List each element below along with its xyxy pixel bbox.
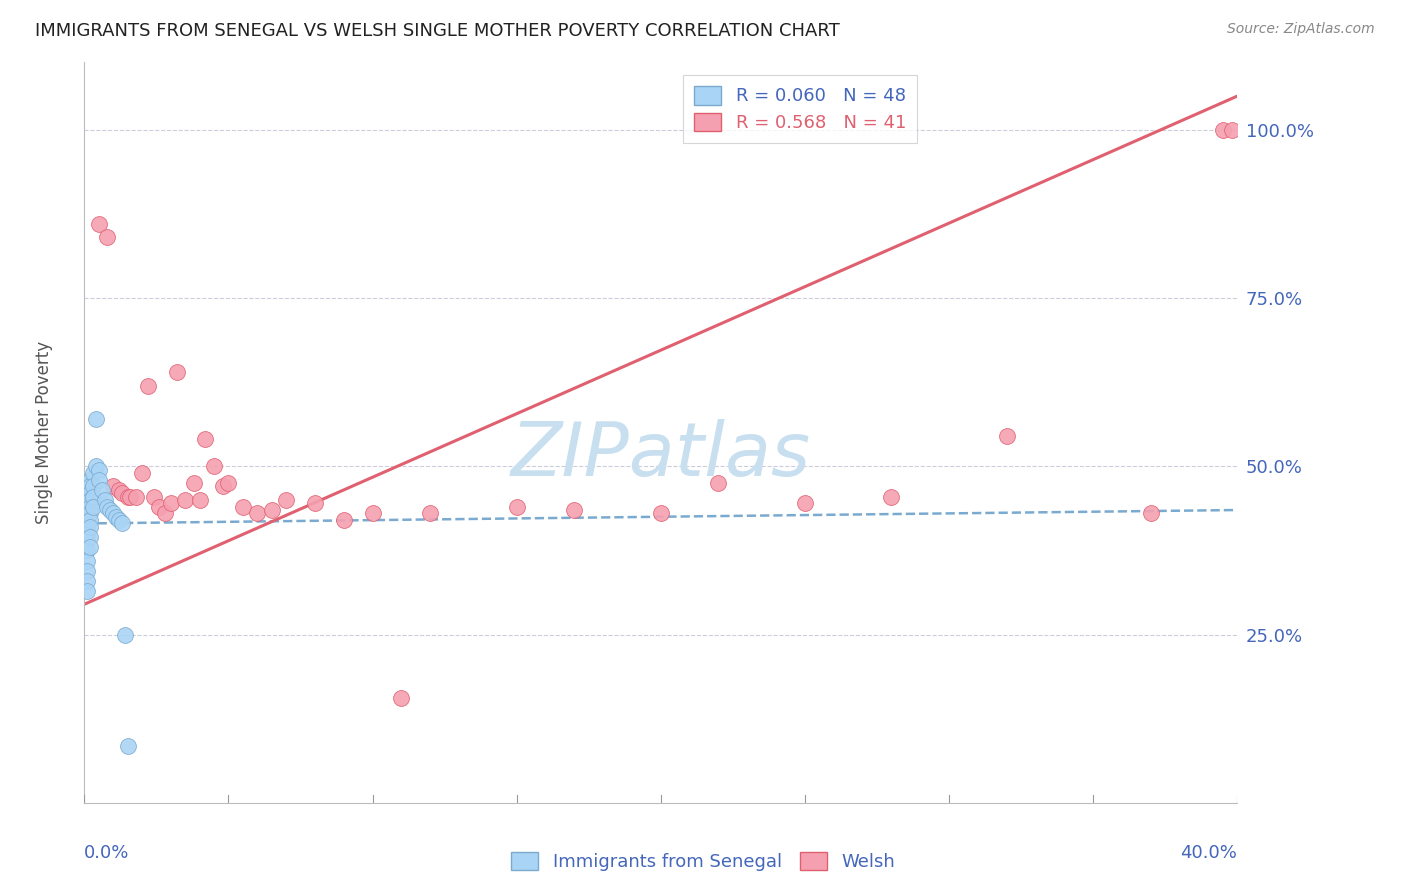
Point xyxy=(84,459,107,474)
Point xyxy=(76,492,98,507)
Text: 40.0%: 40.0% xyxy=(1181,844,1237,862)
Point xyxy=(114,627,136,641)
Point xyxy=(87,462,110,476)
Point xyxy=(103,479,124,493)
Point xyxy=(218,476,240,491)
Point xyxy=(202,459,225,474)
Point xyxy=(103,507,124,521)
Point xyxy=(166,365,188,379)
Text: Single Mother Poverty: Single Mother Poverty xyxy=(35,341,53,524)
Point xyxy=(76,574,98,588)
Point xyxy=(117,739,139,753)
Point xyxy=(93,492,115,507)
Point xyxy=(76,486,98,500)
Point xyxy=(76,490,98,504)
Point xyxy=(96,500,118,514)
Point xyxy=(79,479,101,493)
Point xyxy=(148,500,170,514)
Point xyxy=(125,490,148,504)
Point xyxy=(160,496,183,510)
Point xyxy=(79,513,101,527)
Point xyxy=(79,540,101,554)
Point xyxy=(361,507,384,521)
Point xyxy=(87,217,110,231)
Point xyxy=(82,490,104,504)
Point xyxy=(82,466,104,480)
Point xyxy=(880,490,903,504)
Point xyxy=(995,429,1018,443)
Point xyxy=(276,492,298,507)
Point xyxy=(76,526,98,541)
Point xyxy=(79,507,101,521)
Point xyxy=(76,496,98,510)
Text: Source: ZipAtlas.com: Source: ZipAtlas.com xyxy=(1227,22,1375,37)
Point xyxy=(76,583,98,598)
Point xyxy=(76,509,98,524)
Point xyxy=(194,433,217,447)
Point xyxy=(76,520,98,534)
Point xyxy=(794,496,817,510)
Point xyxy=(87,473,110,487)
Point xyxy=(105,509,128,524)
Point xyxy=(333,513,356,527)
Legend: R = 0.060   N = 48, R = 0.568   N = 41: R = 0.060 N = 48, R = 0.568 N = 41 xyxy=(683,75,917,143)
Point xyxy=(1220,122,1243,136)
Point xyxy=(76,503,98,517)
Point xyxy=(174,492,197,507)
Point xyxy=(120,490,142,504)
Point xyxy=(391,691,413,706)
Point xyxy=(111,516,134,531)
Point xyxy=(260,503,283,517)
Text: IMMIGRANTS FROM SENEGAL VS WELSH SINGLE MOTHER POVERTY CORRELATION CHART: IMMIGRANTS FROM SENEGAL VS WELSH SINGLE … xyxy=(35,22,839,40)
Point xyxy=(650,507,672,521)
Point xyxy=(1140,507,1163,521)
Point xyxy=(76,516,98,531)
Point xyxy=(76,553,98,567)
Point xyxy=(419,507,441,521)
Point xyxy=(246,507,269,521)
Point xyxy=(188,492,211,507)
Point xyxy=(76,543,98,558)
Point xyxy=(79,520,101,534)
Point xyxy=(232,500,254,514)
Point xyxy=(79,500,101,514)
Point xyxy=(1212,122,1234,136)
Point xyxy=(707,476,730,491)
Point xyxy=(142,490,165,504)
Point xyxy=(76,483,98,497)
Point xyxy=(564,503,586,517)
Point xyxy=(111,486,134,500)
Point xyxy=(96,230,118,244)
Point xyxy=(98,503,121,517)
Point xyxy=(183,476,205,491)
Point xyxy=(136,378,159,392)
Point xyxy=(76,500,98,514)
Point xyxy=(131,466,153,480)
Point xyxy=(79,492,101,507)
Point xyxy=(90,483,112,497)
Point xyxy=(108,483,131,497)
Legend: Immigrants from Senegal, Welsh: Immigrants from Senegal, Welsh xyxy=(503,845,903,879)
Point xyxy=(82,479,104,493)
Point xyxy=(304,496,326,510)
Point xyxy=(108,513,131,527)
Point xyxy=(76,564,98,578)
Point xyxy=(76,513,98,527)
Point xyxy=(76,533,98,548)
Point xyxy=(84,412,107,426)
Point xyxy=(79,530,101,544)
Point xyxy=(76,476,98,491)
Point xyxy=(79,473,101,487)
Point xyxy=(153,507,176,521)
Point xyxy=(117,490,139,504)
Point xyxy=(506,500,529,514)
Point xyxy=(211,479,233,493)
Point xyxy=(82,500,104,514)
Point xyxy=(79,486,101,500)
Point xyxy=(76,507,98,521)
Text: ZIPatlas: ZIPatlas xyxy=(510,419,811,491)
Text: 0.0%: 0.0% xyxy=(84,844,129,862)
